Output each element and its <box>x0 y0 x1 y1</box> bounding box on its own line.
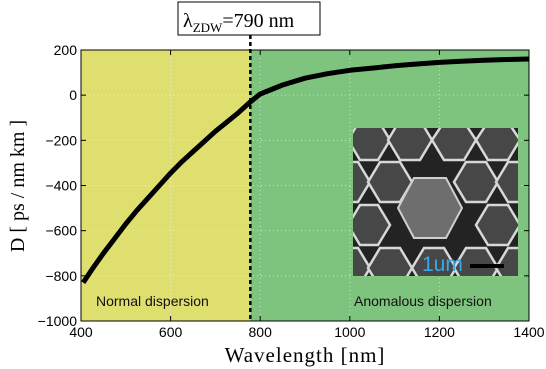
svg-text:λZDW=790 nm: λZDW=790 nm <box>183 10 295 35</box>
x-tick-label: 1200 <box>424 324 455 340</box>
dispersion-curve <box>81 56 529 284</box>
y-tick-label: −200 <box>45 132 77 148</box>
air-hole <box>474 128 518 162</box>
y-axis-label: D [ ps / nm km ] <box>7 120 29 252</box>
sem-inset-image: 1um <box>353 128 518 276</box>
y-tick-label: 200 <box>54 42 78 58</box>
air-hole <box>410 246 458 276</box>
air-hole <box>353 203 392 247</box>
zdw-lambda: λ <box>183 10 193 32</box>
air-hole <box>474 203 518 247</box>
axis-ticks <box>80 49 530 322</box>
air-hole <box>452 160 500 204</box>
x-tick-labels: 400 600 800 1000 1200 1400 <box>69 324 544 340</box>
air-hole <box>353 246 372 276</box>
y-tick-labels: −1000 −800 −600 −400 −200 0 200 <box>38 42 78 329</box>
air-hole <box>452 246 500 276</box>
air-hole <box>353 128 392 162</box>
x-axis-label: Wavelength [nm] <box>225 343 386 367</box>
air-hole <box>386 128 434 162</box>
anomalous-dispersion-label: Anomalous dispersion <box>354 293 492 309</box>
air-hole <box>353 160 372 204</box>
scale-bar-label: 1um <box>422 253 463 276</box>
x-tick-label: 800 <box>249 324 273 340</box>
air-hole <box>366 246 414 276</box>
grid-lines <box>81 50 529 321</box>
fiber-core <box>396 177 464 239</box>
y-tick-label: −1000 <box>38 313 78 329</box>
zdw-value: =790 nm <box>222 10 294 32</box>
x-tick-label: 1000 <box>334 324 365 340</box>
y-tick-label: 0 <box>69 87 77 103</box>
air-hole <box>366 160 414 204</box>
x-tick-label: 1400 <box>513 324 544 340</box>
zdw-subscript: ZDW <box>193 20 223 35</box>
y-tick-label: −800 <box>45 268 77 284</box>
y-tick-label: −600 <box>45 223 77 239</box>
x-tick-label: 600 <box>159 324 183 340</box>
scale-bar <box>470 264 504 268</box>
air-hole <box>494 160 518 204</box>
zdw-label: λZDW=790 nm <box>177 1 321 36</box>
y-tick-label: −400 <box>45 178 77 194</box>
x-tick-label: 400 <box>69 324 93 340</box>
air-hole <box>430 128 478 162</box>
normal-dispersion-label: Normal dispersion <box>96 293 209 309</box>
